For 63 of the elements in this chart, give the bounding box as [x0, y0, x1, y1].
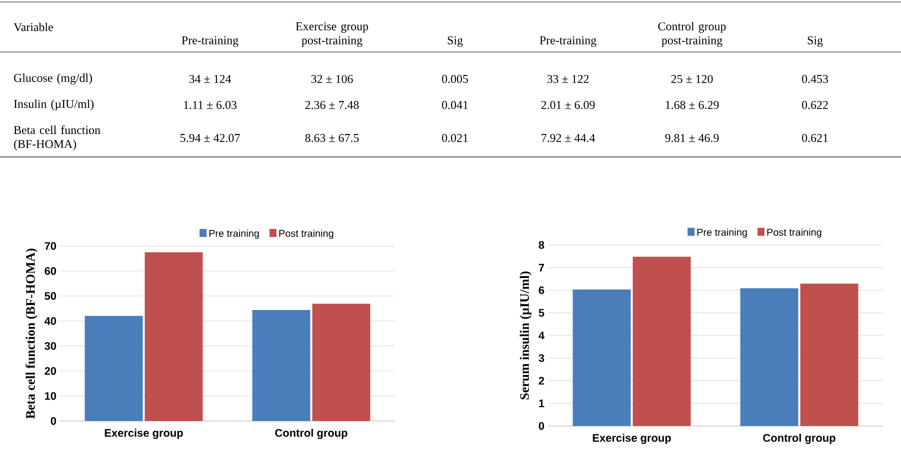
- text: 2.01 ± 6.09: [541, 100, 595, 110]
- text: 0.453: [802, 74, 828, 84]
- y-tick-label: 5: [538, 309, 544, 317]
- y-tick-label: 50: [44, 292, 56, 300]
- y-tick-label: 20: [44, 367, 56, 375]
- category-label: Sig: [448, 36, 463, 47]
- text: 0.005: [442, 74, 468, 84]
- category-label: Pre-training: [182, 36, 238, 47]
- y-tick-label: 70: [44, 242, 56, 250]
- text: 9.81 ± 46.9: [665, 134, 719, 142]
- x-tick-label: Exercise group: [104, 428, 183, 440]
- bar: [252, 310, 310, 421]
- category-label: Sig: [808, 36, 823, 47]
- text: 0.041: [442, 100, 468, 110]
- y-tick-label: 6: [538, 286, 544, 294]
- y-tick-label: 8: [538, 241, 544, 249]
- y-tick-label: 1: [539, 400, 544, 408]
- category-label: Beta cell function (BF-HOMA): [14, 126, 100, 150]
- text: 7.92 ± 44.4: [542, 134, 596, 142]
- y-tick-label: 3: [538, 354, 544, 362]
- bar: [572, 290, 631, 426]
- bar: [312, 304, 370, 421]
- text: 8.63 ± 67.5: [305, 134, 359, 142]
- y-tick-label: 30: [44, 342, 56, 350]
- bar: [632, 256, 691, 426]
- bar: [800, 284, 858, 426]
- text: 2.36 ± 7.48: [305, 100, 359, 110]
- y-tick-label: 2: [538, 376, 544, 385]
- y-tick-label: 60: [44, 267, 56, 275]
- text: 0.622: [802, 100, 828, 110]
- text: 0.021: [442, 134, 468, 142]
- y-axis-title: Serum insulin (µIU/ml): [520, 272, 532, 400]
- text: 5.94 ± 42.07: [180, 134, 240, 142]
- legend-label: Post training: [767, 228, 822, 238]
- y-tick-label: 4: [538, 332, 544, 340]
- x-tick-label: Control group: [763, 434, 836, 444]
- legend-label: Pre training: [697, 228, 747, 238]
- text: Variable: [14, 22, 53, 32]
- text: 1.11 ± 6.03: [184, 100, 237, 110]
- text: 32 ± 106: [311, 74, 353, 84]
- legend-label: Post training: [279, 230, 334, 239]
- text: 33 ± 122: [547, 74, 589, 83]
- y-tick-label: 7: [538, 264, 544, 272]
- x-tick-label: Control group: [275, 428, 348, 440]
- category-label: Glucose (mg/dl): [14, 74, 92, 84]
- y-tick-label: 40: [44, 317, 56, 325]
- y-tick-label: 0: [538, 422, 544, 430]
- category-label: Exercise group post-training: [296, 22, 368, 47]
- category-label: Control group post-training: [658, 22, 726, 47]
- text: 25 ± 120: [671, 74, 713, 84]
- text: 1.68 ± 6.29: [666, 100, 719, 110]
- bar: [144, 252, 203, 421]
- text: 34 ± 124: [189, 74, 232, 83]
- category-label: Insulin (µIU/ml): [14, 100, 94, 110]
- y-tick-label: 0: [50, 417, 56, 425]
- text: 0.621: [802, 134, 828, 142]
- y-tick-label: 10: [44, 392, 56, 400]
- bar: [84, 316, 143, 421]
- x-tick-label: Exercise group: [592, 434, 671, 444]
- legend-label: Pre training: [209, 230, 259, 239]
- bar: [740, 288, 798, 426]
- y-axis-title: Beta cell function (BF-HOMA): [26, 248, 38, 419]
- category-label: Pre-training: [540, 36, 596, 47]
